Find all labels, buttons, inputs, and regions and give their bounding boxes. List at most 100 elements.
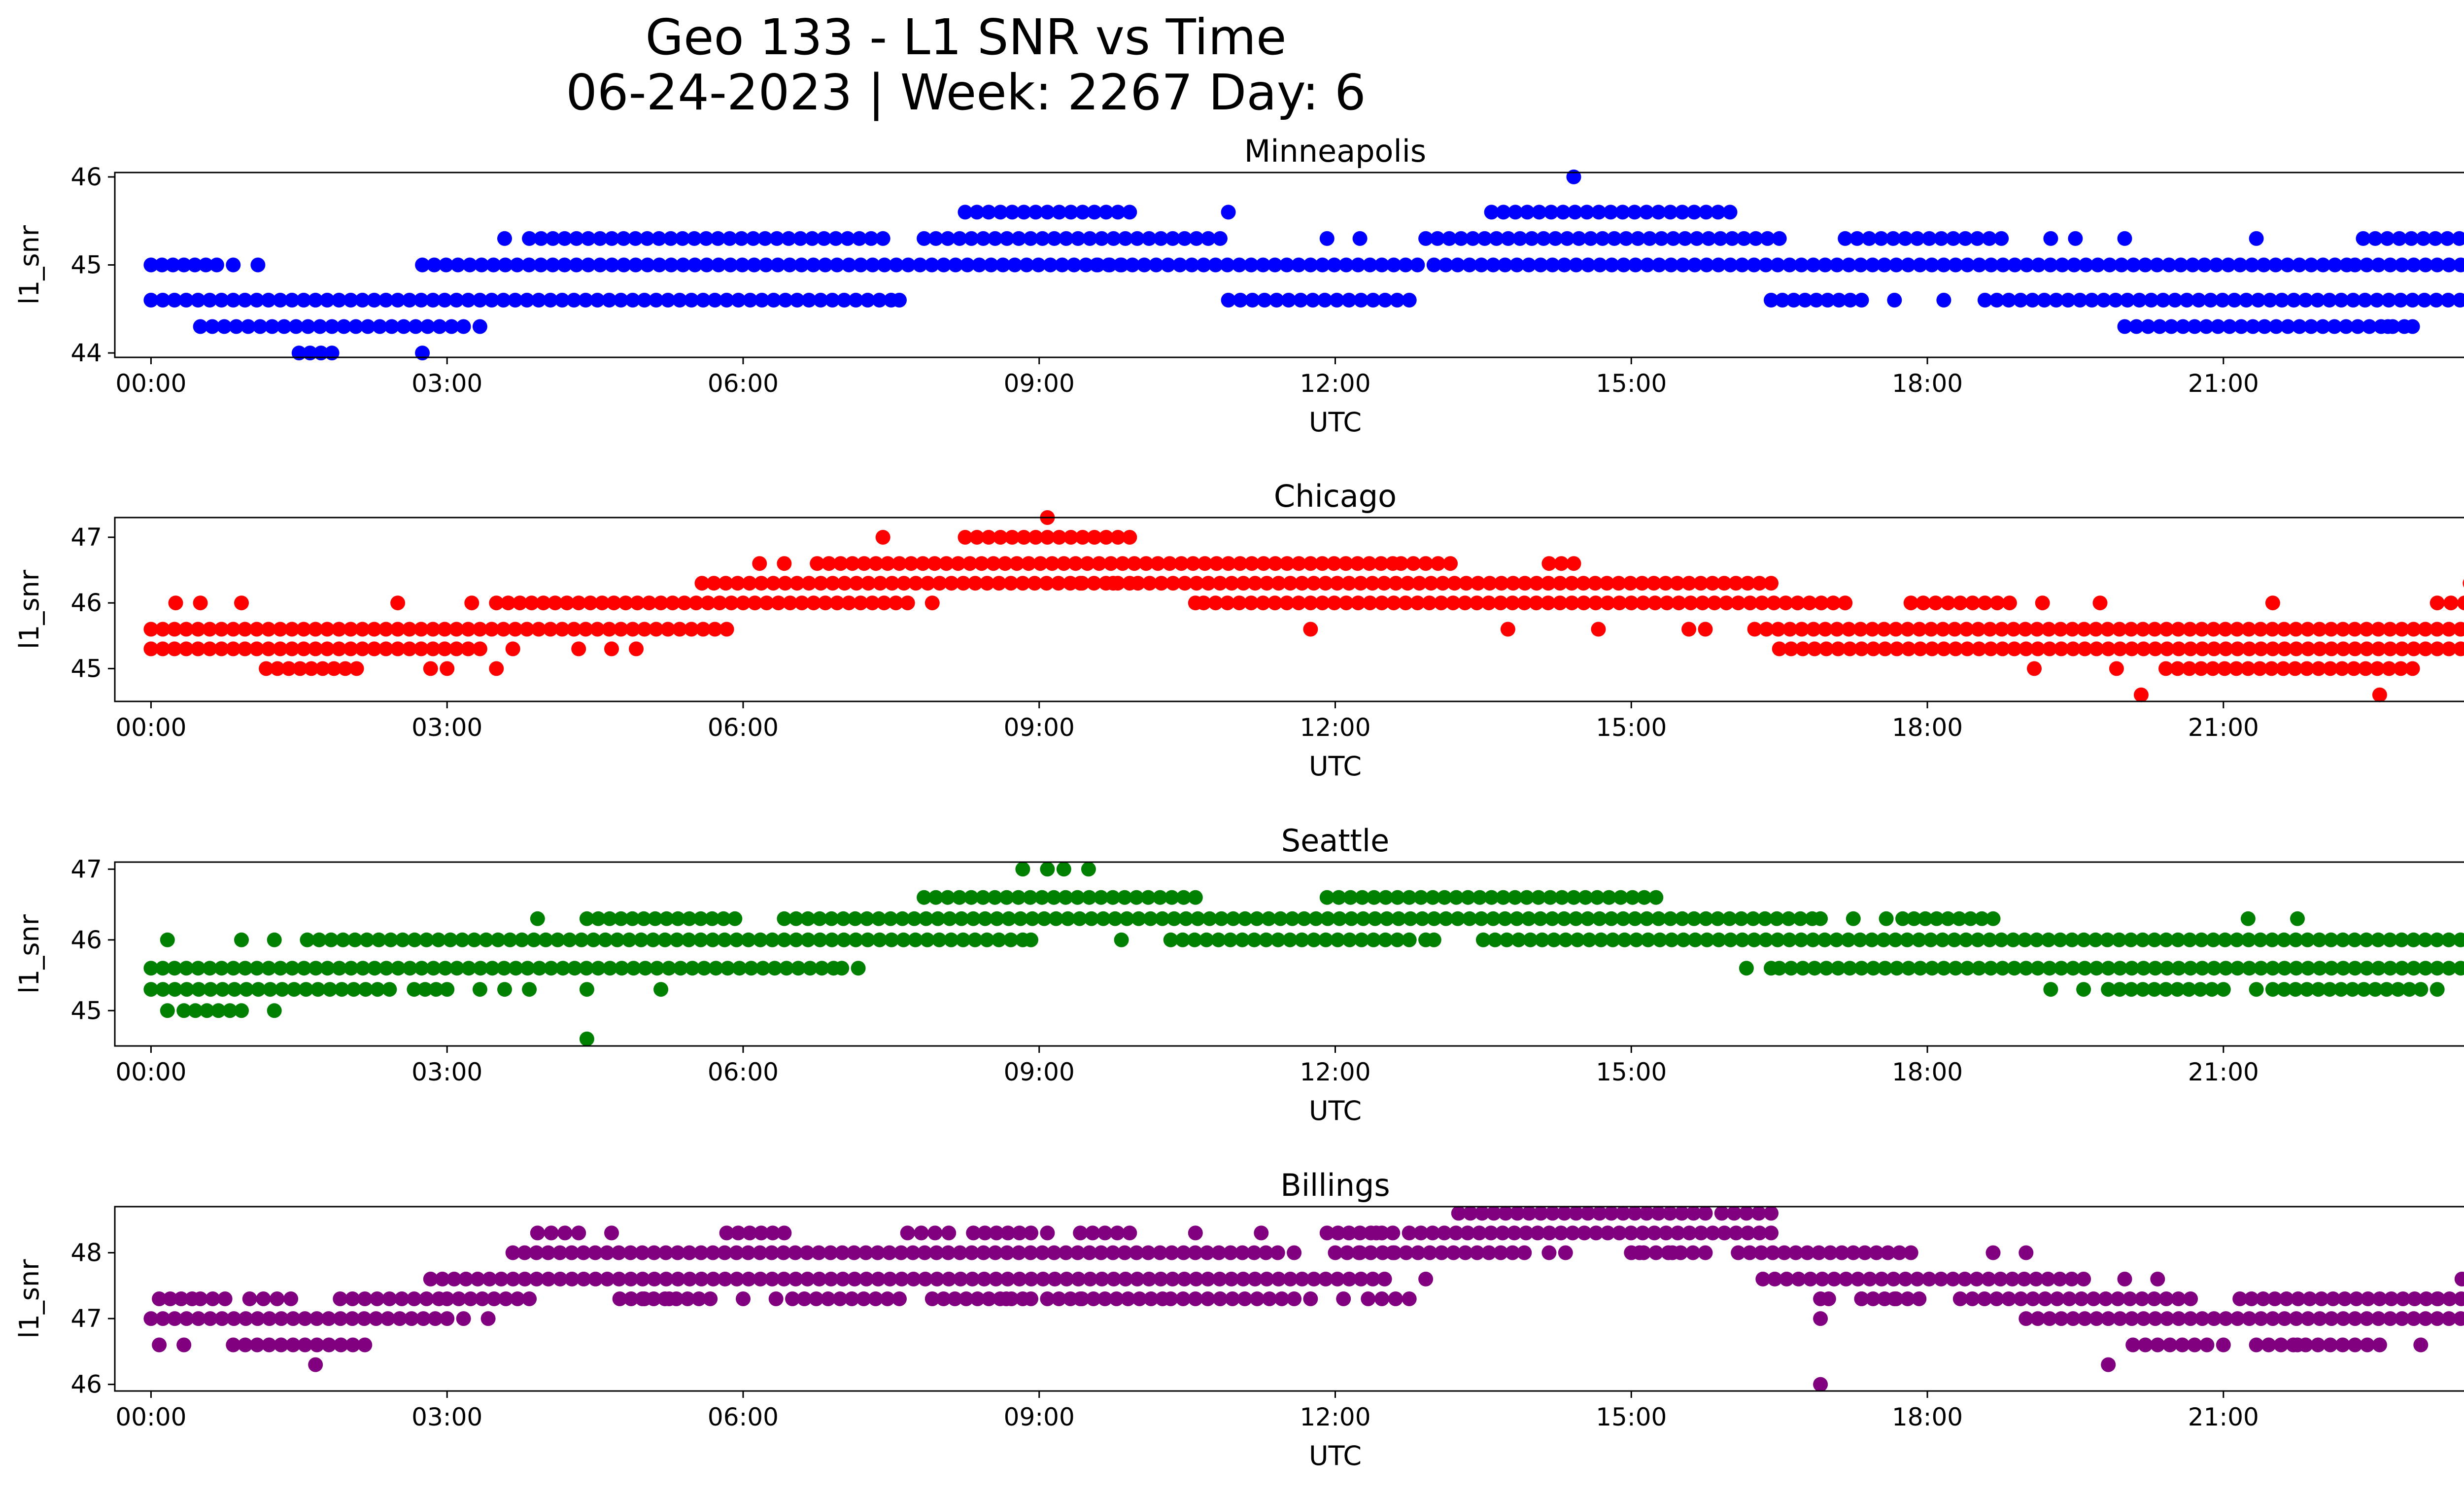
data-point — [1155, 911, 1170, 926]
data-point — [1722, 205, 1738, 220]
data-point — [331, 641, 346, 657]
data-point — [273, 622, 288, 637]
data-point — [367, 961, 382, 976]
data-point — [1024, 1291, 1038, 1306]
data-point — [564, 1271, 580, 1286]
data-point — [2362, 319, 2377, 334]
data-point — [990, 911, 1004, 926]
data-point — [1604, 911, 1619, 926]
data-point — [920, 576, 935, 591]
data-point — [1363, 595, 1377, 611]
data-point — [1398, 257, 1413, 273]
data-point — [2194, 641, 2210, 657]
data-point — [1888, 932, 1903, 947]
data-point — [1451, 1206, 1466, 1221]
data-point — [2175, 319, 2190, 334]
data-point — [2372, 1291, 2387, 1306]
data-point — [829, 595, 845, 611]
data-point — [1717, 1225, 1732, 1241]
data-point — [332, 961, 347, 976]
data-point — [966, 1225, 981, 1241]
data-point — [372, 319, 387, 334]
data-point — [1457, 595, 1472, 611]
data-point — [1742, 1245, 1757, 1260]
data-point — [1221, 556, 1236, 571]
data-point — [823, 1271, 839, 1286]
data-point — [178, 292, 194, 308]
data-point — [2089, 641, 2104, 657]
data-point — [894, 1271, 909, 1286]
data-point — [1640, 257, 1655, 273]
data-point — [647, 1271, 662, 1286]
data-point — [1698, 1245, 1713, 1260]
data-point — [1790, 595, 1805, 611]
data-point — [2037, 292, 2052, 308]
data-point — [1353, 576, 1369, 591]
data-point — [155, 982, 171, 997]
data-point — [999, 231, 1015, 246]
data-point — [848, 292, 863, 308]
data-point — [877, 257, 892, 273]
data-point — [1699, 257, 1714, 273]
x-tick-label: 15:00 — [1596, 1403, 1667, 1431]
data-point — [2253, 622, 2268, 637]
data-point — [479, 932, 494, 947]
data-point — [1788, 1245, 1803, 1260]
data-point — [1270, 1245, 1285, 1260]
data-point — [1752, 1225, 1767, 1241]
data-point — [1342, 932, 1357, 947]
data-point — [1687, 257, 1702, 273]
data-point — [367, 292, 382, 308]
data-point — [1023, 231, 1038, 246]
data-point — [1917, 911, 1933, 926]
data-point — [2453, 292, 2464, 308]
data-point — [1086, 1291, 1101, 1306]
data-point — [1505, 1245, 1520, 1260]
data-point — [2088, 622, 2103, 637]
x-tick-label: 21:00 — [2188, 369, 2259, 398]
data-point — [1082, 890, 1097, 905]
data-point — [1423, 576, 1438, 591]
data-point — [285, 1337, 301, 1353]
data-point — [179, 982, 194, 997]
data-point — [1154, 576, 1169, 591]
data-point — [1422, 1245, 1437, 1260]
data-point — [801, 576, 817, 591]
data-point — [1900, 932, 1915, 947]
data-point — [2300, 961, 2316, 976]
data-point — [2232, 1291, 2248, 1306]
data-point — [2407, 1291, 2422, 1306]
data-point — [155, 292, 171, 308]
data-point — [548, 595, 563, 611]
data-point — [625, 292, 640, 308]
data-point — [1338, 595, 1354, 611]
data-point — [557, 257, 572, 273]
data-point — [1577, 1225, 1592, 1241]
data-point — [2371, 961, 2386, 976]
x-tick-label: 12:00 — [1300, 713, 1370, 742]
data-point — [1982, 932, 1997, 947]
data-point — [1786, 292, 1801, 308]
data-point — [1329, 292, 1344, 308]
data-point — [1498, 1206, 1513, 1221]
data-point — [1499, 932, 1514, 947]
data-point — [2171, 1311, 2187, 1326]
data-point — [1391, 911, 1406, 926]
data-point — [222, 1003, 238, 1018]
data-point — [1374, 595, 1390, 611]
data-point — [2396, 1291, 2411, 1306]
data-point — [2254, 641, 2269, 657]
data-point — [999, 1291, 1014, 1306]
data-point — [579, 911, 594, 926]
data-point — [2232, 257, 2248, 273]
data-point — [873, 576, 888, 591]
data-point — [872, 932, 887, 947]
data-point — [722, 231, 737, 246]
data-point — [456, 319, 471, 334]
data-point — [1929, 911, 1944, 926]
data-point — [1084, 911, 1099, 926]
data-point — [1566, 169, 1581, 184]
data-point — [700, 595, 716, 611]
data-point — [2276, 932, 2292, 947]
data-point — [1303, 595, 1318, 611]
